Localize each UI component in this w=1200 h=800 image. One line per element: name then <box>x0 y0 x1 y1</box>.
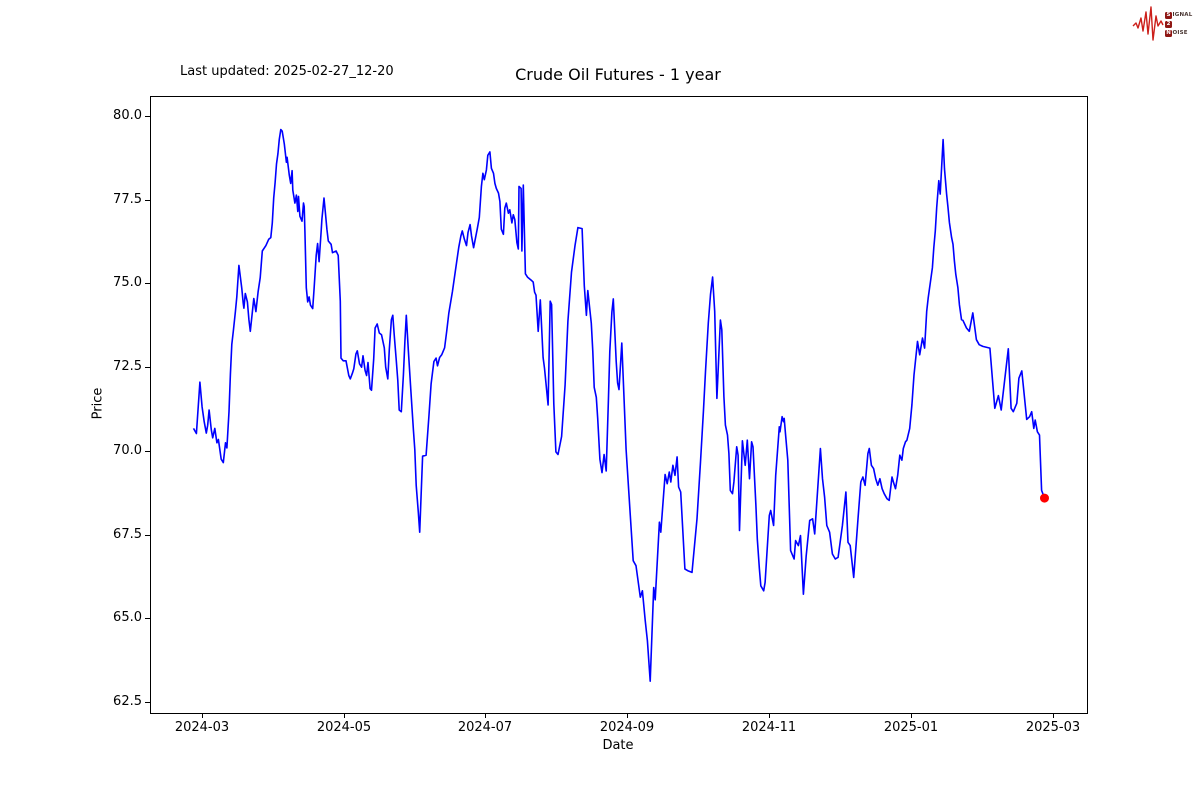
x-tick-mark <box>627 713 628 718</box>
y-tick-mark <box>145 367 150 368</box>
logo-word-signal-rest: IGNAL <box>1172 12 1193 18</box>
chart-title: Crude Oil Futures - 1 year <box>515 65 721 84</box>
last-updated-text: Last updated: 2025-02-27_12-20 <box>180 64 394 79</box>
plot-area <box>150 96 1088 714</box>
y-tick-label: 65.0 <box>113 610 142 625</box>
y-tick-mark <box>145 702 150 703</box>
ekg-waveform-icon <box>1132 6 1164 41</box>
y-tick-mark <box>145 451 150 452</box>
y-tick-mark <box>145 283 150 284</box>
logo-row-signal: S IGNAL <box>1165 11 1192 19</box>
y-tick-label: 75.0 <box>113 275 142 290</box>
logo-badge-2: 2 <box>1165 20 1172 28</box>
y-tick-label: 70.0 <box>113 443 142 458</box>
y-tick-mark <box>145 618 150 619</box>
y-tick-label: 62.5 <box>113 694 142 709</box>
y-tick-label: 77.5 <box>113 192 142 207</box>
logo-word-noise-rest: OISE <box>1172 30 1188 36</box>
x-axis-label: Date <box>602 738 634 753</box>
y-axis-label: Price <box>90 387 106 420</box>
x-tick-label: 2024-03 <box>174 720 230 735</box>
x-tick-label: 2025-03 <box>1025 720 1081 735</box>
x-tick-label: 2024-07 <box>457 720 513 735</box>
logo-text: S IGNAL 2 N OISE <box>1165 11 1192 37</box>
x-tick-mark <box>769 713 770 718</box>
y-tick-label: 72.5 <box>113 359 142 374</box>
x-tick-mark <box>911 713 912 718</box>
signal2noise-logo: S IGNAL 2 N OISE <box>1132 4 1192 44</box>
x-tick-label: 2025-01 <box>883 720 939 735</box>
y-tick-label: 80.0 <box>113 108 142 123</box>
price-line-chart <box>192 128 1049 683</box>
x-tick-mark <box>202 713 203 718</box>
price-series-line <box>192 128 1046 683</box>
logo-row-2: 2 <box>1165 20 1192 28</box>
y-tick-mark <box>145 200 150 201</box>
y-tick-mark <box>145 535 150 536</box>
x-tick-label: 2024-05 <box>316 720 372 735</box>
logo-badge-n: N <box>1165 29 1172 37</box>
x-tick-mark <box>344 713 345 718</box>
last-close-marker <box>1040 493 1049 503</box>
x-tick-mark <box>1053 713 1054 718</box>
logo-row-noise: N OISE <box>1165 29 1192 37</box>
logo-badge-s: S <box>1165 11 1172 19</box>
x-tick-mark <box>485 713 486 718</box>
x-tick-label: 2024-11 <box>741 720 797 735</box>
y-tick-mark <box>145 116 150 117</box>
y-tick-label: 67.5 <box>113 527 142 542</box>
x-tick-label: 2024-09 <box>599 720 655 735</box>
